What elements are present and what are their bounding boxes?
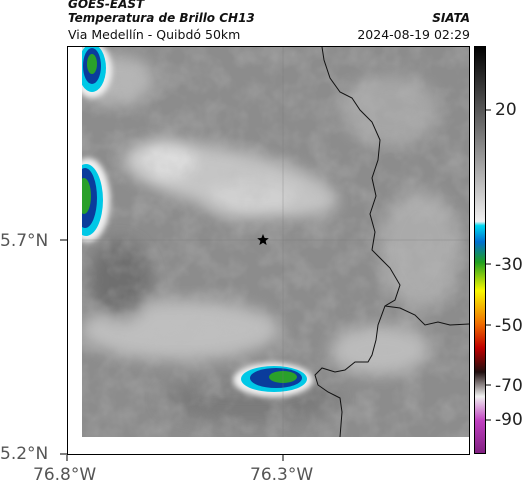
- star-icon: [257, 234, 269, 245]
- convective-cell-topleft: [82, 47, 112, 98]
- colorbar-tick-label: -30: [495, 255, 523, 275]
- colorbar-tick-label: 20: [495, 100, 517, 120]
- y-tick-label: 5.7°N: [0, 231, 49, 251]
- department-border-east: [314, 47, 401, 437]
- product-title: Temperatura de Brillo CH13: [68, 11, 255, 25]
- colorbar-tick-label: -70: [495, 376, 523, 396]
- colorbar-tick-label: -90: [495, 410, 523, 430]
- y-tick-label: 5.2°N: [0, 444, 49, 464]
- org-label: SIATA: [432, 11, 470, 25]
- satellite-title: GOES-EAST: [68, 0, 145, 11]
- colorbar: [474, 46, 486, 454]
- convective-cell-bottom: [233, 363, 313, 397]
- brightness-temperature-field: [82, 47, 469, 437]
- colorbar-tick-label: -50: [495, 316, 523, 336]
- x-tick-label: 76.3°W: [250, 465, 314, 485]
- x-tick-label: 76.8°W: [33, 465, 97, 485]
- department-border-south: [384, 305, 469, 326]
- convective-cell-left: [82, 158, 110, 242]
- datetime-label: 2024-08-19 02:29: [357, 27, 470, 42]
- region-subtitle: Via Medellín - Quibdó 50km: [68, 27, 241, 42]
- map-frame: [67, 46, 470, 455]
